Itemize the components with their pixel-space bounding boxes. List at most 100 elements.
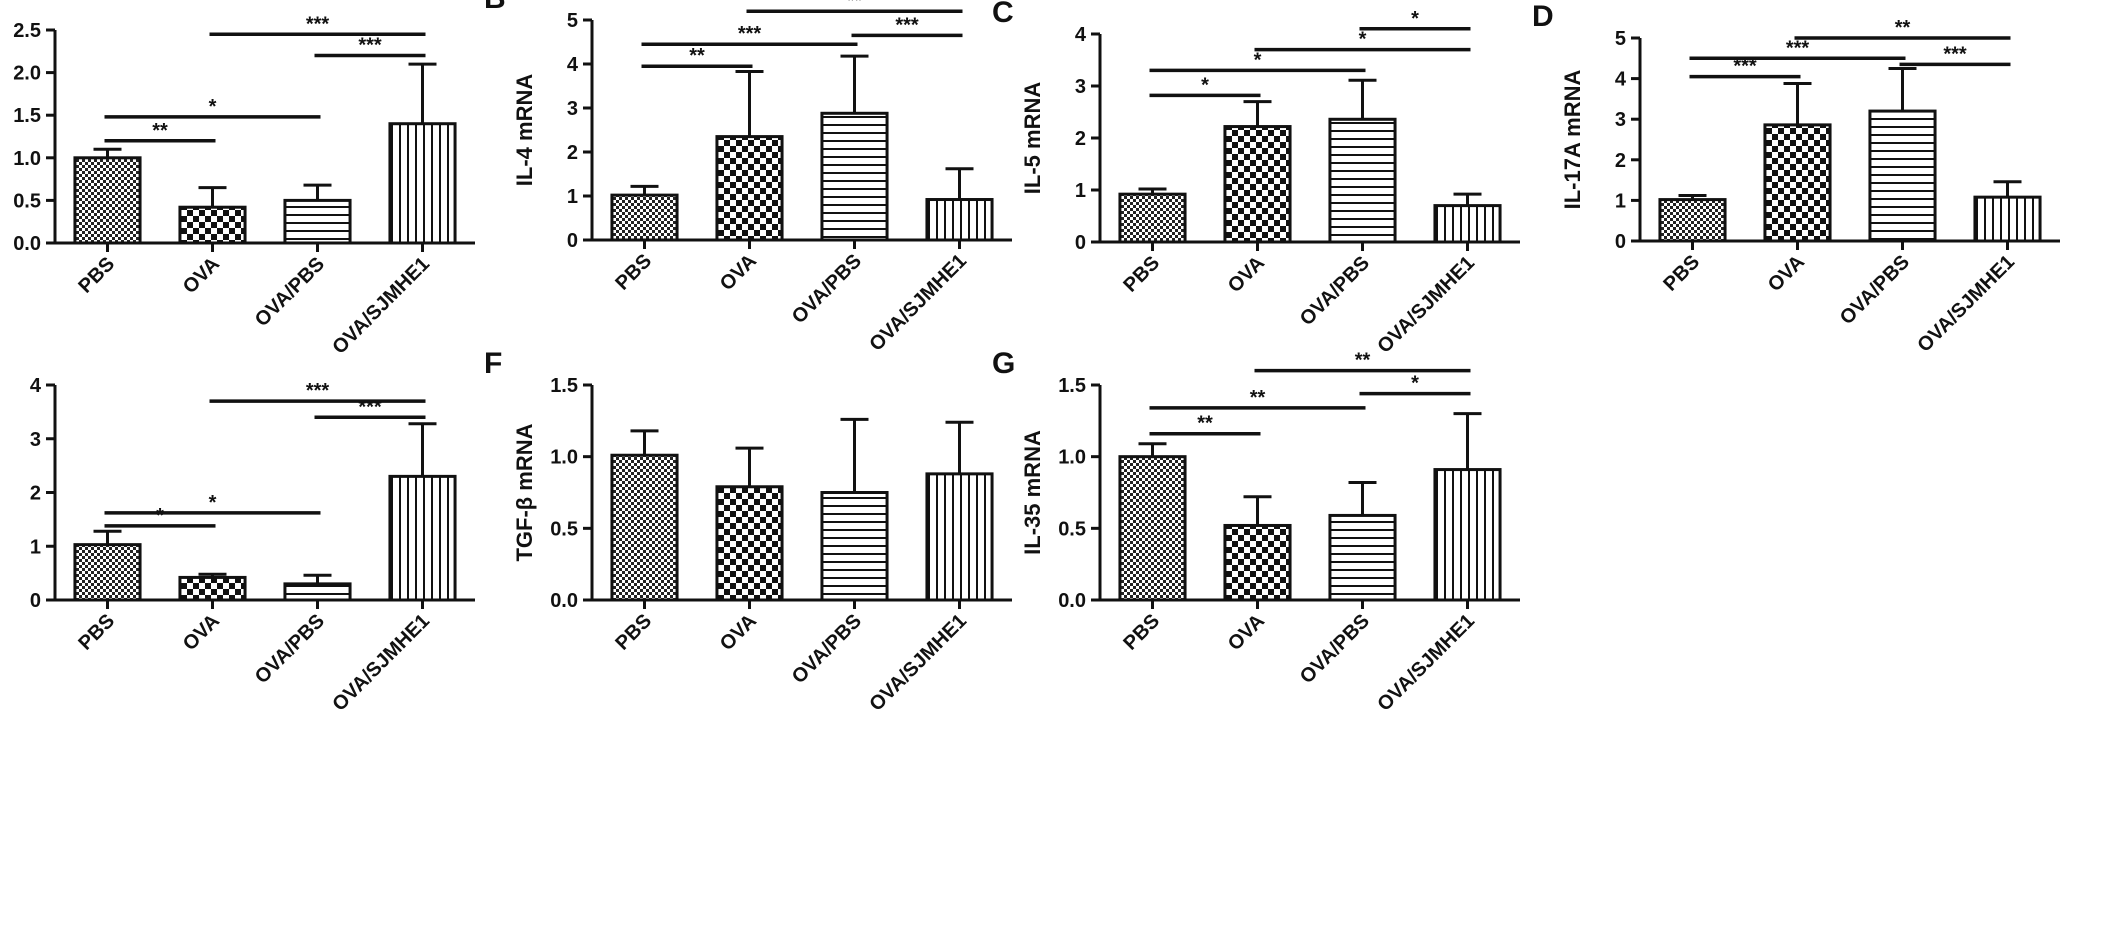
panel-letter: C [992,0,1014,29]
plot-area: G IL-35 mRNA 0.0 0.5 1.0 1.5 PBS OVA OVA/PBS OVA/… [992,347,1520,716]
significance-label: * [1411,373,1419,395]
x-tick-label: OVA/PBS [788,250,866,328]
bar-ova [715,135,784,242]
y-tick-label: 0.0 [13,233,41,255]
significance-label: * [1411,8,1419,30]
bar-ova [178,575,247,602]
x-tick-label: OVA/SJMHE1 [865,250,971,356]
x-tick-label: OVA [716,250,761,295]
plot-area: EIL-10 mRNA01234PBSOVAOVA/PBSOVA/SJMHE1*… [30,375,475,716]
y-tick-label: 2 [30,483,41,505]
y-axis-label: IL-35 mRNA [1020,430,1045,555]
significance-label: *** [306,13,330,35]
x-tick-label: PBS [1119,252,1164,297]
bar-ova-pbs [820,111,889,242]
significance-label: * [209,96,217,118]
y-tick-label: 1.5 [1058,375,1086,397]
y-tick-label: 3 [1615,109,1626,131]
bar-ova [178,205,247,245]
significance-label: * [209,492,217,514]
chart-panel-g: G IL-35 mRNA 0.0 0.5 1.0 1.5 PBS OVA OVA/PBS OVA/… [992,347,1520,716]
y-tick-label: 0.0 [550,590,578,612]
bar-pbs [73,543,142,602]
x-tick-label: OVA/SJMHE1 [1373,252,1479,358]
bar-ova-pbs [283,198,352,245]
bar-pbs [610,193,679,242]
y-tick-label: 2 [1075,128,1086,150]
significance-label: *** [358,35,382,57]
x-tick-label: OVA/SJMHE1 [328,253,434,359]
chart-panel-a: AIFN-γ mRNA0.00.51.01.52.02.5PBSOVAOVA/P… [13,13,475,359]
bar-ova [1223,523,1292,602]
y-tick-label: 4 [567,54,579,76]
x-tick-label: OVA/SJMHE1 [1913,251,2019,357]
y-tick-label: 1.0 [13,148,41,170]
chart-panel-d: D IL-17A mRNA 0 1 2 3 4 5 PBS OVA OVA/PBS OVA/SJMHE… [1532,0,2060,357]
bar-pbs [610,453,679,602]
bar-ova-pbs [1868,109,1937,243]
y-tick-label: 1 [1075,180,1086,202]
bar-ova-pbs [1328,117,1397,244]
y-tick-label: 1.0 [550,447,578,469]
panel-letter: G [992,347,1015,380]
panel-letter: D [1532,0,1554,33]
x-tick-label: PBS [74,610,119,655]
y-tick-label: 0 [1615,231,1626,253]
significance-label: ** [689,45,705,67]
x-tick-label: OVA [179,253,224,298]
chart-panel-f: F TGF-β mRNA 0.0 0.5 1.0 1.5 PBS OVA OVA/PBS OVA/… [484,347,1012,716]
y-tick-label: 1 [30,536,41,558]
significance-label: *** [306,380,330,402]
plot-area: AIFN-γ mRNA0.00.51.01.52.02.5PBSOVAOVA/P… [13,13,475,359]
x-tick-label: OVA/PBS [251,253,329,331]
x-tick-label: OVA/SJMHE1 [1373,610,1479,716]
significance-label: *** [1786,37,1810,59]
significance-label: ** [1250,387,1266,409]
x-tick-label: OVA/PBS [1836,251,1914,329]
significance-label: ** [152,120,168,142]
y-tick-label: 2.5 [13,20,41,42]
y-axis-label: IL-4 mRNA [512,74,537,187]
y-tick-label: 5 [567,10,578,32]
bar-pbs [73,156,142,245]
significance-label: * [1254,49,1262,71]
significance-label: * [1359,29,1367,51]
y-tick-label: 2.0 [13,63,41,85]
chart-panel-c: C IL-5 mRNA 0 1 2 3 4 PBS OVA OVA/PBS OVA/SJMHE1 * *… [992,0,1520,358]
significance-label: ** [847,0,863,12]
bar-pbs [1118,192,1187,244]
significance-label: *** [1943,43,1967,65]
significance-label: *** [895,14,919,36]
chart-panel-e: EIL-10 mRNA01234PBSOVAOVA/PBSOVA/SJMHE1*… [30,375,475,716]
y-tick-label: 0 [1075,232,1086,254]
bar-ova-pbs [1328,513,1397,602]
x-tick-label: OVA [1224,610,1269,655]
plot-area: F TGF-β mRNA 0.0 0.5 1.0 1.5 PBS OVA OVA/PBS OVA/… [484,347,1012,716]
bar-ova-sjmhe1 [1973,195,2042,243]
y-tick-label: 0.0 [1058,590,1086,612]
x-tick-label: OVA/PBS [1296,252,1374,330]
y-tick-label: 3 [1075,76,1086,98]
significance-label: *** [1733,56,1757,78]
x-tick-label: OVA/PBS [251,610,329,688]
x-tick-label: OVA/SJMHE1 [865,610,971,716]
y-axis-label: IL-5 mRNA [1020,82,1045,195]
bar-ova-sjmhe1 [388,474,457,602]
x-tick-label: OVA [716,610,761,655]
y-tick-label: 0.5 [550,518,578,540]
bar-pbs [1118,455,1187,602]
y-tick-label: 1.5 [550,375,578,397]
x-tick-label: OVA [179,610,224,655]
y-tick-label: 1.0 [1058,447,1086,469]
bar-ova-sjmhe1 [388,122,457,245]
y-tick-label: 1 [1615,190,1626,212]
y-axis-label: TGF-β mRNA [512,423,537,561]
y-tick-label: 3 [567,98,578,120]
panel-letter: B [484,0,506,15]
y-tick-label: 1 [567,186,578,208]
significance-label: ** [1197,413,1213,435]
bar-ova-pbs [820,491,889,602]
